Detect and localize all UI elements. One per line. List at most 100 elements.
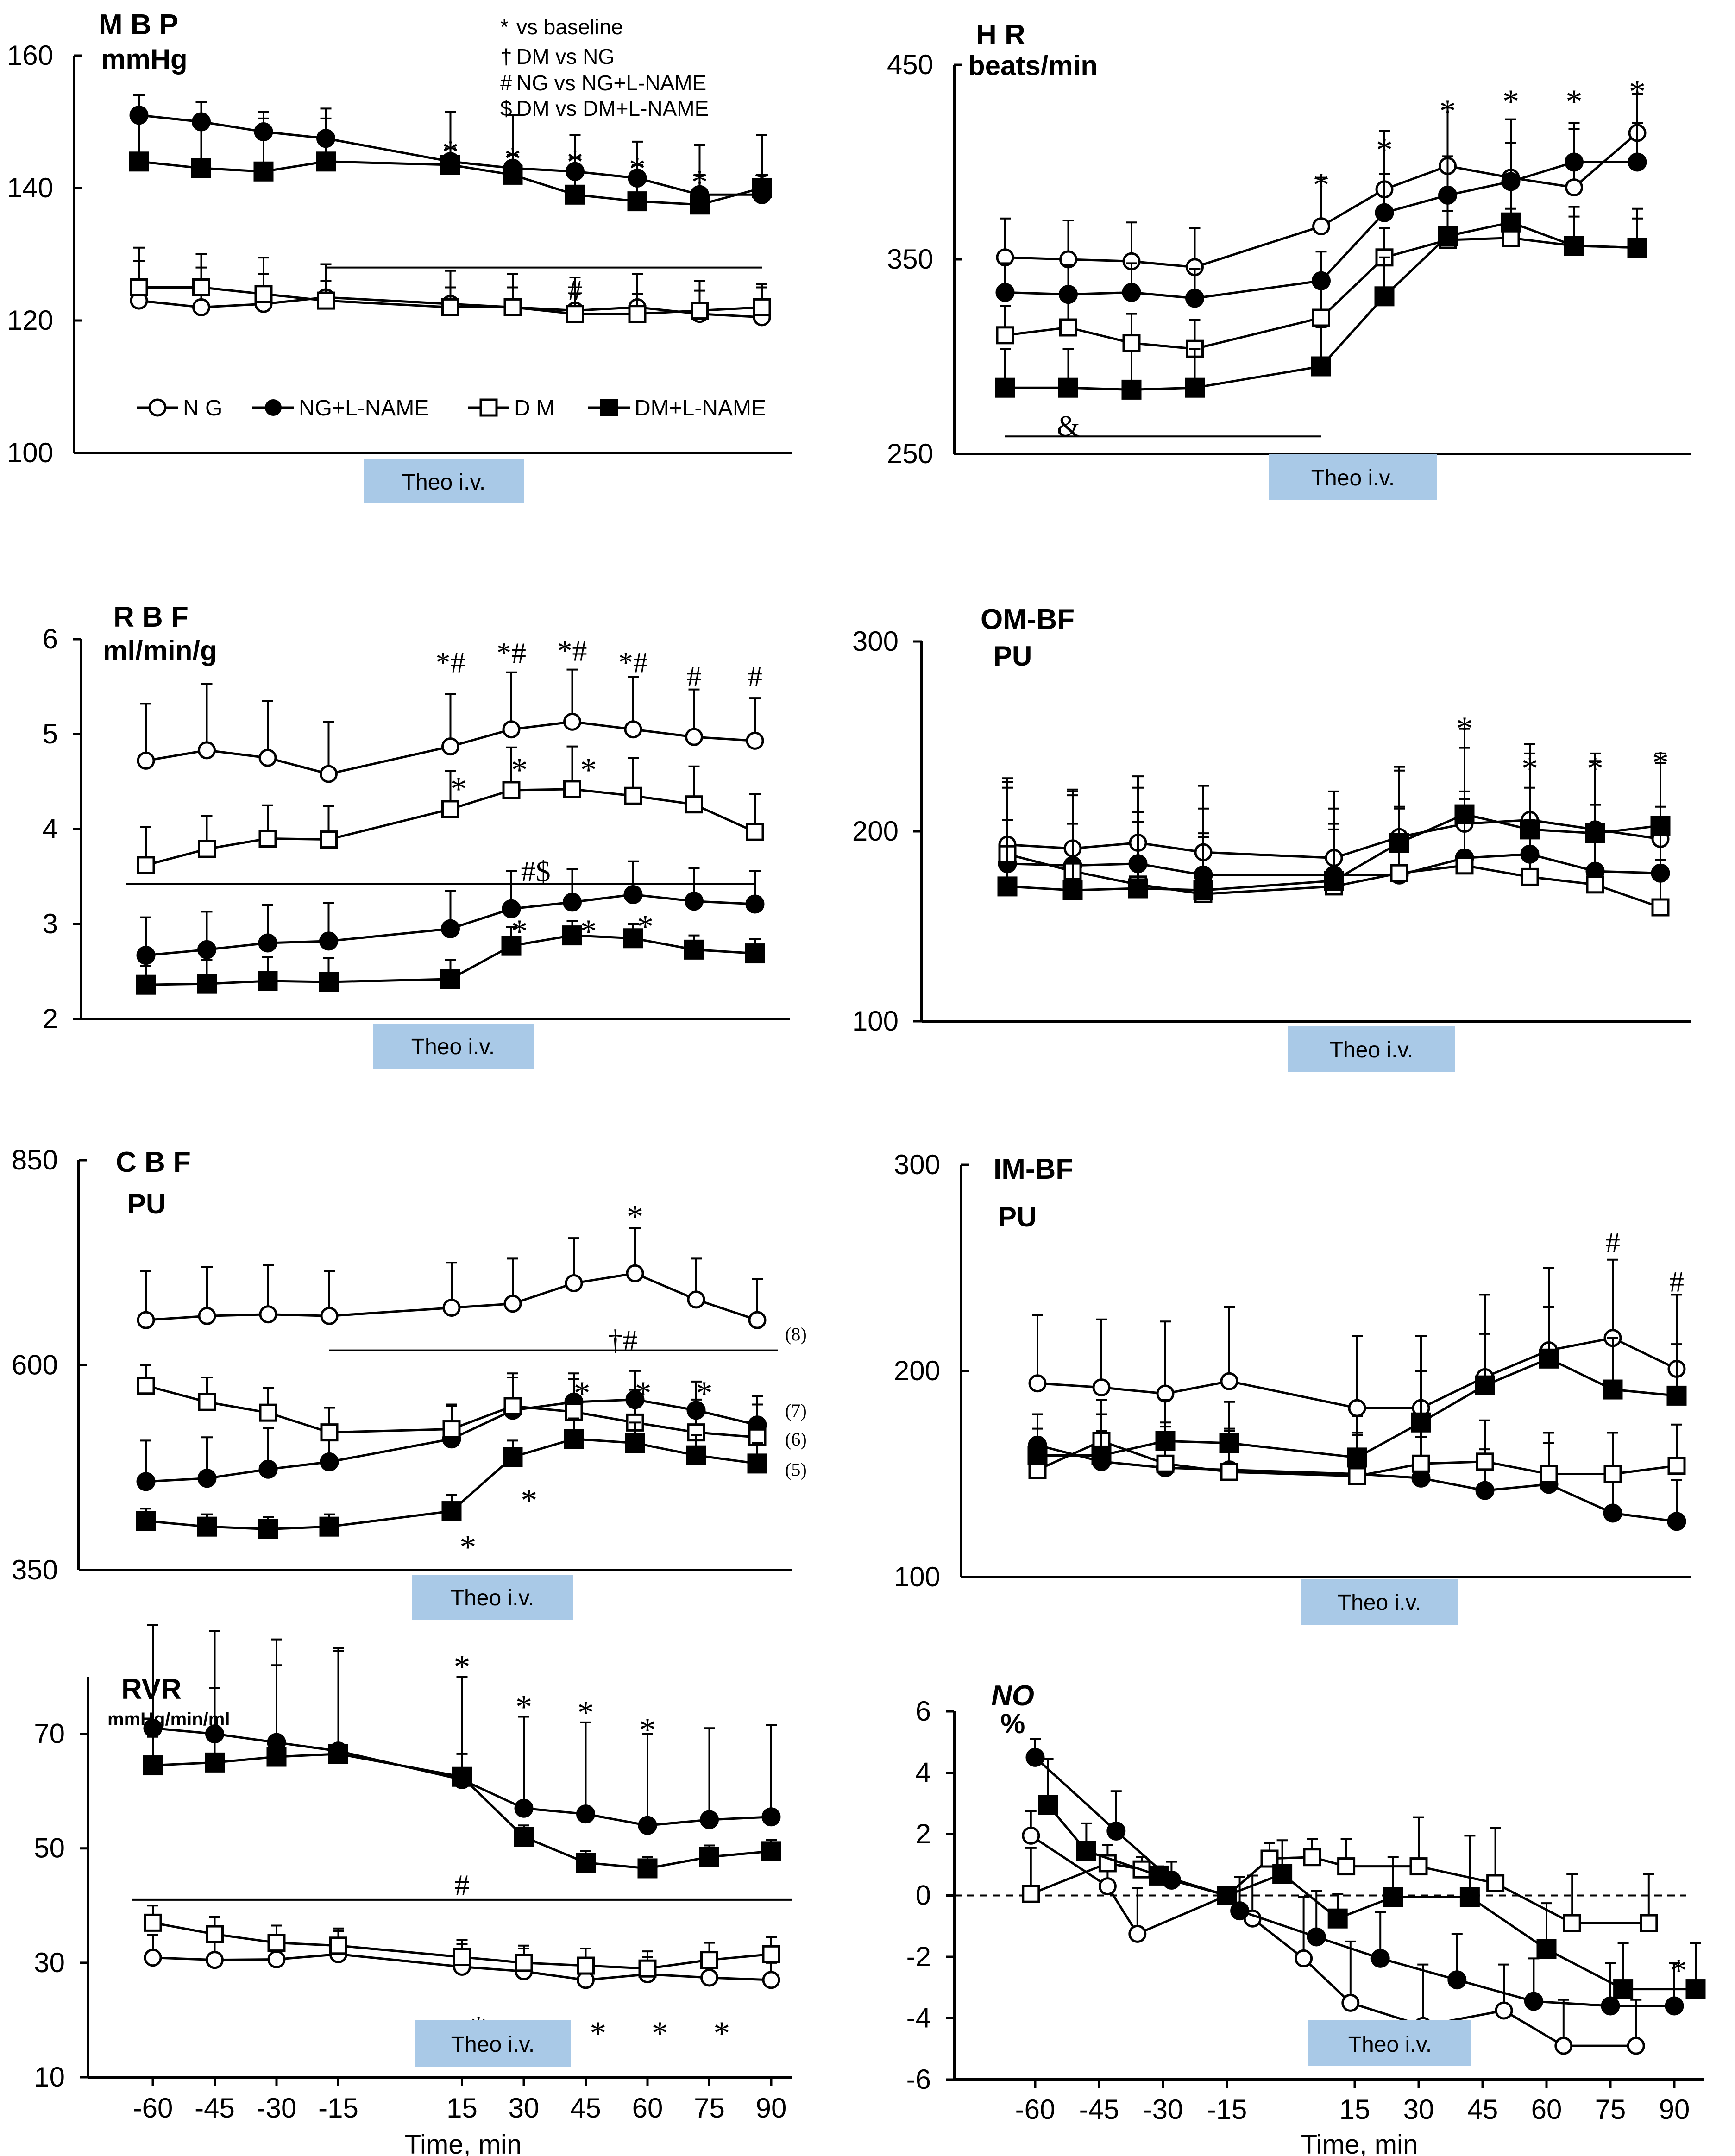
- data-point: [320, 830, 338, 849]
- data-point: [258, 1459, 278, 1479]
- data-point: [1022, 1826, 1040, 1845]
- data-point: [197, 974, 217, 994]
- x-tick-label: -60: [1015, 2094, 1056, 2125]
- plot-mbp: 100 120 140 160 * * * * * * #: [7, 40, 792, 468]
- series-d-m: [144, 1905, 780, 1978]
- data-point: [1628, 152, 1647, 172]
- data-point: [1307, 1927, 1326, 1947]
- data-point: [1627, 238, 1647, 258]
- data-point: [745, 943, 765, 964]
- data-point: [502, 720, 521, 739]
- panel-no: NO % -6 -4 -2 0 2 4 6 -60 -45 -30 -15 15 30 45 60 75 90 *…: [906, 1680, 1706, 2156]
- data-point: [1337, 1857, 1356, 1876]
- data-point: [638, 1959, 657, 1978]
- significance-annotation: *: [652, 2015, 668, 2052]
- panel-ylabel: PU: [998, 1201, 1037, 1232]
- x-tick-label: 90: [756, 2093, 787, 2124]
- theo-marker: [364, 459, 524, 503]
- panel-title: OM-BF: [981, 603, 1075, 635]
- data-point: [565, 1402, 583, 1421]
- series-d-m: [1022, 1816, 1658, 1932]
- data-point: [1454, 804, 1475, 824]
- legend-label-ng-lname: NG+L-NAME: [299, 396, 429, 421]
- theo-label: Theo i.v.: [1338, 1590, 1421, 1615]
- data-point: [258, 830, 277, 848]
- data-point: [565, 184, 585, 205]
- data-point: [328, 1744, 348, 1764]
- data-point: [1312, 308, 1330, 327]
- data-point: [1665, 1996, 1684, 2016]
- series-dm-l-name: [143, 1650, 781, 1879]
- panel-ylabel: PU: [993, 641, 1032, 672]
- series-line: [1005, 161, 1637, 300]
- plot-rbf: 2 3 4 5 6 *# *# *# *# # # * * * * * * #$: [43, 623, 790, 1034]
- series-dm-l-name: [1038, 1758, 1706, 1999]
- y-tick-label: 200: [852, 816, 899, 847]
- significance-annotation: *: [504, 140, 521, 177]
- significance-annotation: *: [1629, 73, 1646, 110]
- significance-annotation: #: [687, 660, 702, 693]
- series-line: [145, 788, 756, 867]
- theo-marker: [412, 1575, 573, 1620]
- data-point: [1312, 271, 1331, 290]
- data-point: [1312, 217, 1330, 236]
- data-point: [762, 1971, 780, 1989]
- data-point: [1375, 203, 1394, 222]
- data-point: [1586, 875, 1604, 894]
- y-tick-label: 70: [34, 1718, 65, 1749]
- data-point: [1028, 1374, 1047, 1393]
- data-point: [997, 876, 1018, 897]
- data-point: [1038, 1795, 1058, 1815]
- key-text-baseline: vs baseline: [516, 15, 623, 39]
- data-point: [514, 1798, 534, 1818]
- data-point: [562, 925, 582, 946]
- y-tick-label: 4: [916, 1757, 931, 1788]
- data-point: [1260, 1849, 1279, 1868]
- plot-cbf: 350 600 850 * * * * * * †# (8) (7) (6) (5): [12, 1144, 807, 1585]
- series-line: [1007, 818, 1661, 859]
- key-text-dm-lname: DM vs DM+L-NAME: [516, 96, 709, 120]
- series-line: [1037, 1444, 1677, 1523]
- data-point: [258, 748, 277, 767]
- significance-annotation: #: [748, 660, 762, 693]
- x-tick-label: -15: [1207, 2094, 1247, 2125]
- significance-annotation: *: [450, 771, 467, 808]
- data-point: [687, 1290, 705, 1309]
- x-tick-label: 45: [570, 2093, 601, 2124]
- data-point: [1613, 1979, 1634, 1999]
- theo-label: Theo i.v.: [1330, 1038, 1414, 1062]
- significance-annotation: #: [1605, 1226, 1620, 1259]
- series-line: [152, 1953, 772, 1981]
- data-point: [137, 1377, 155, 1395]
- data-point: [691, 302, 709, 320]
- data-point: [761, 1807, 781, 1827]
- data-point: [625, 1433, 645, 1453]
- significance-annotation: *: [1566, 83, 1583, 120]
- series-n-g: [137, 668, 764, 783]
- data-point: [329, 1936, 347, 1955]
- data-point: [198, 840, 216, 858]
- data-point: [690, 195, 710, 215]
- y-tick-label: 200: [894, 1355, 940, 1386]
- data-point: [319, 1516, 339, 1537]
- data-point: [746, 823, 764, 841]
- significance-annotation: *: [442, 134, 459, 171]
- significance-annotation: *: [1456, 710, 1473, 747]
- data-point: [686, 1445, 706, 1465]
- series-n-g: [1028, 1258, 1686, 1417]
- data-point: [1347, 1447, 1367, 1468]
- data-point: [440, 155, 460, 175]
- legend-marker-dm-lname: [600, 399, 618, 416]
- data-point: [503, 1295, 522, 1313]
- x-tick-label: 45: [1467, 2094, 1498, 2125]
- data-point: [1098, 1877, 1117, 1896]
- series-line: [138, 160, 762, 206]
- data-point: [502, 781, 521, 799]
- significance-key: * vs baseline † DM vs NG # NG vs NG+L-NA…: [500, 15, 709, 120]
- data-point: [1585, 823, 1605, 843]
- data-point: [1062, 880, 1083, 900]
- data-point: [320, 1423, 339, 1442]
- panel-imbf: IM-BF PU 100 200 300 # # Theo i.v.: [894, 1149, 1691, 1625]
- significance-annotation: *: [637, 908, 654, 945]
- data-point: [700, 1968, 718, 1987]
